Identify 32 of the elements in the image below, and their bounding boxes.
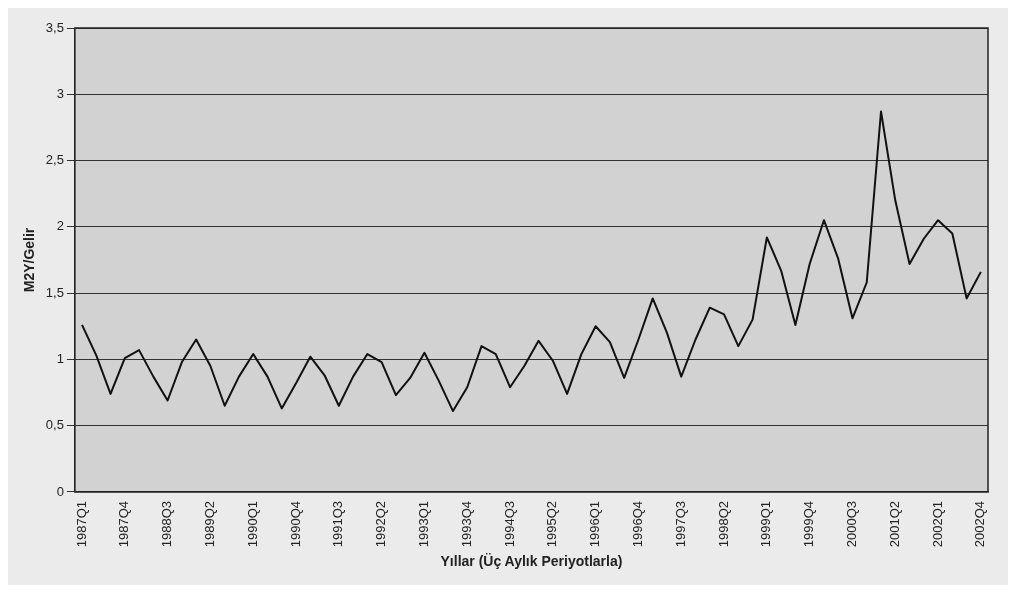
y-tick-label: 1 xyxy=(56,350,64,366)
x-tick-label: 1999Q4 xyxy=(801,500,817,548)
x-tick-label: 1996Q4 xyxy=(630,500,646,548)
x-tick-label: 1990Q4 xyxy=(287,500,303,548)
x-tick-label: 1996Q1 xyxy=(587,500,603,548)
y-tick-label: 3,5 xyxy=(45,19,64,35)
x-tick-label: 2001Q2 xyxy=(886,500,902,548)
x-tick-label: 1991Q3 xyxy=(330,500,346,548)
y-tick-label: 0 xyxy=(56,483,64,499)
x-tick-label: 2002Q4 xyxy=(972,500,988,548)
x-axis-title: Yıllar (Üç Aylık Periyotlarla) xyxy=(440,553,623,570)
y-axis-title: M2Y/Gelir xyxy=(21,227,38,293)
y-tick-label: 0,5 xyxy=(45,417,64,433)
x-tick-label: 1989Q2 xyxy=(201,500,217,548)
y-tick-label: 2,5 xyxy=(45,152,64,168)
x-tick-label: 1987Q4 xyxy=(116,500,132,548)
y-tick-label: 3 xyxy=(56,85,64,101)
x-tick-label: 1992Q2 xyxy=(373,500,389,548)
y-tick-label: 1,5 xyxy=(45,284,64,300)
x-tick-label: 2000Q3 xyxy=(844,500,860,548)
x-tick-label: 1993Q1 xyxy=(416,500,432,548)
x-tick-label: 2002Q1 xyxy=(929,500,945,548)
x-tick-label: 1990Q1 xyxy=(244,500,260,548)
x-tick-label: 1987Q1 xyxy=(73,500,89,548)
x-tick-label: 1998Q2 xyxy=(715,500,731,548)
x-tick-label: 1999Q1 xyxy=(758,500,774,548)
x-tick-label: 1995Q2 xyxy=(544,500,560,548)
x-tick-label: 1994Q3 xyxy=(501,500,517,548)
x-tick-label: 1988Q3 xyxy=(159,500,175,548)
x-tick-label: 1993Q4 xyxy=(458,500,474,548)
x-tick-label: 1997Q3 xyxy=(672,500,688,548)
y-tick-label: 2 xyxy=(56,218,64,234)
